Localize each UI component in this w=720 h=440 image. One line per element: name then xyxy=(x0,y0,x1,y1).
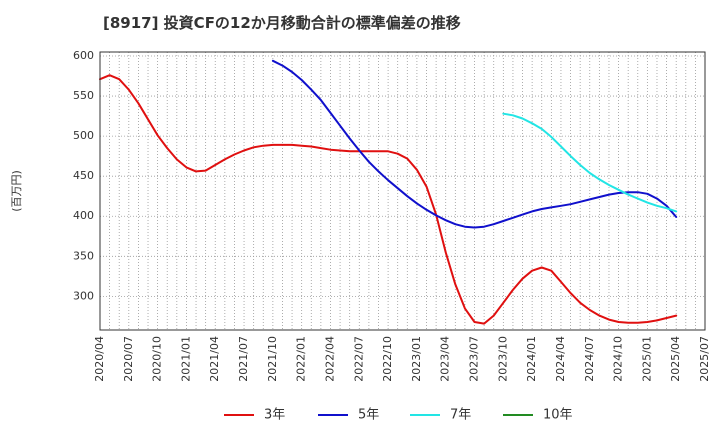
legend-label: 5年 xyxy=(358,408,379,423)
legend-label: 3年 xyxy=(264,408,285,423)
x-tick-label: 2021/04 xyxy=(208,336,221,382)
legend-label: 10年 xyxy=(543,408,573,423)
x-tick-label: 2024/10 xyxy=(612,336,625,382)
x-tick-label: 2022/07 xyxy=(352,336,365,382)
x-tick-label: 2024/04 xyxy=(554,336,567,382)
x-tick-label: 2024/07 xyxy=(583,336,596,382)
series-line-1 xyxy=(99,74,678,325)
legend: 3年 5年 7年 10年 xyxy=(224,408,573,423)
y-tick-label: 350 xyxy=(73,249,94,262)
x-tick-label: 2025/01 xyxy=(640,336,653,382)
series-layer xyxy=(99,59,678,325)
plot-frame xyxy=(99,51,706,331)
y-tick-label: 550 xyxy=(73,89,94,102)
x-tick-label: 2025/07 xyxy=(698,336,711,382)
x-tick-label: 2023/07 xyxy=(468,336,481,382)
x-tick-label: 2025/04 xyxy=(669,336,682,382)
x-tick-label: 2022/01 xyxy=(295,336,308,382)
y-tick-label: 300 xyxy=(73,289,94,302)
x-tick-label: 2021/07 xyxy=(237,336,250,382)
y-tick-label: 450 xyxy=(73,169,94,182)
x-tick-label: 2022/10 xyxy=(381,336,394,382)
y-axis-ticks: 300 350 400 450 500 550 600 xyxy=(73,49,94,302)
x-tick-label: 2023/01 xyxy=(410,336,423,382)
x-tick-label: 2024/01 xyxy=(525,336,538,382)
x-tick-label: 2023/04 xyxy=(439,336,452,382)
chart-title: [8917] 投資CFの12か月移動合計の標準偏差の推移 xyxy=(103,14,461,32)
y-tick-label: 600 xyxy=(73,49,94,62)
x-tick-label: 2021/01 xyxy=(179,336,192,382)
x-tick-label: 2020/04 xyxy=(93,336,106,382)
y-axis-label: (百万円) xyxy=(10,170,23,212)
series-line-3 xyxy=(502,112,678,213)
x-axis-ticks: 2020/04 2020/07 2020/10 2021/01 2021/04 2021/… xyxy=(93,336,711,382)
series-line-2 xyxy=(271,59,678,229)
legend-label: 7年 xyxy=(450,408,471,423)
y-tick-label: 400 xyxy=(73,209,94,222)
x-tick-label: 2021/10 xyxy=(266,336,279,382)
x-tick-label: 2020/07 xyxy=(122,336,135,382)
x-tick-label: 2023/10 xyxy=(496,336,509,382)
x-tick-label: 2022/04 xyxy=(323,336,336,382)
grid-layer xyxy=(100,52,705,330)
x-tick-label: 2020/10 xyxy=(151,336,164,382)
y-tick-label: 500 xyxy=(73,129,94,142)
